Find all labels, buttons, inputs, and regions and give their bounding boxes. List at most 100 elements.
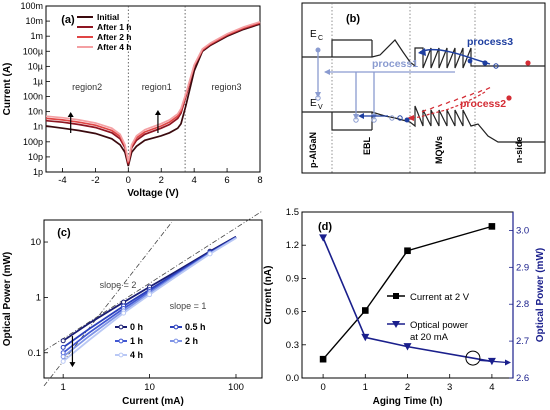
process2-dash <box>461 95 467 99</box>
region-label: region2 <box>72 82 102 92</box>
process2-dash <box>445 101 451 105</box>
process2-arrowhead <box>358 113 364 119</box>
x-tick-label: 2 <box>159 175 164 186</box>
x-tick-label: 0 <box>126 175 131 186</box>
y-left-tick-label: 1.2 <box>286 240 299 251</box>
process2-label: process2 <box>460 98 506 110</box>
process1-label: process1 <box>372 58 418 70</box>
process1-arrowhead <box>353 114 377 120</box>
y-axis-label: Current (A) <box>2 63 13 116</box>
series-line-current <box>322 225 493 360</box>
data-point <box>121 310 127 316</box>
series-line-after-2-h <box>45 21 261 164</box>
data-point-triangle <box>319 234 328 242</box>
legend-label: After 4 h <box>97 42 131 52</box>
y-tick-label: 1µ <box>33 76 43 86</box>
axis-pointer-arrowhead <box>505 359 511 366</box>
data-point <box>60 338 66 344</box>
trend-arrow-head <box>69 362 76 368</box>
legend-label: 4 h <box>130 350 143 360</box>
process1-path <box>355 72 375 118</box>
region-label: p-AlGaN <box>308 132 318 168</box>
panel-d-aging-time: 0 1 2 3 4 0.0 0.3 0.6 0.9 1.2 1.5 2.6 2.7 2.8 2.9 3.0 Ag… <box>263 207 546 407</box>
x-tick-label: 2 <box>405 382 410 393</box>
data-point-square <box>362 307 369 314</box>
process2-dash <box>421 109 427 113</box>
y-tick-label: 10µ <box>28 61 43 71</box>
panel-a-frame <box>45 5 261 173</box>
legend-label: at 20 mA <box>410 332 449 343</box>
ebl-conduction-edge <box>331 39 372 57</box>
x-tick-label: -4 <box>58 175 66 186</box>
y-right-tick-label: 2.7 <box>516 336 529 347</box>
y-tick-label: 100µ <box>23 46 43 56</box>
series-line-after-4-h <box>45 20 261 162</box>
series-line-initial <box>45 23 261 167</box>
x-tick-label: 0 <box>320 382 325 393</box>
y-left-tick-label: 0.3 <box>286 340 299 351</box>
slope-annotation: slope = 2 <box>100 280 137 290</box>
legend-marker <box>173 338 179 344</box>
legend-label: 2 h <box>185 336 198 346</box>
region-label: MQWs <box>434 136 444 164</box>
data-point <box>60 350 66 356</box>
panel-b-frame <box>301 2 546 174</box>
region-label: region1 <box>142 82 172 92</box>
y-tick-label: 1n <box>33 122 43 132</box>
y-right-tick-label: 2.9 <box>516 262 529 273</box>
x-tick-label: 4 <box>192 175 197 186</box>
data-point-square <box>488 223 496 230</box>
y-right-tick-label: 2.8 <box>516 299 529 310</box>
x-tick-label: 1 <box>61 382 66 393</box>
x-axis-label: Voltage (V) <box>127 188 178 199</box>
y-left-axis-label: Current (nA) <box>263 266 274 325</box>
series-line-4-h <box>62 237 237 362</box>
y-tick-label: 10 <box>30 237 41 248</box>
x-tick-label: 1 <box>363 382 368 393</box>
hole-circle <box>397 115 403 121</box>
x-tick-label: -2 <box>91 175 99 186</box>
legend-label: Current at 2 V <box>410 292 470 303</box>
slope-annotation: slope = 1 <box>170 301 207 311</box>
region-label: EBL <box>362 136 372 155</box>
ec-label: E <box>310 29 317 40</box>
y-axis-label: Optical Power (mW) <box>2 252 13 346</box>
y-left-tick-label: 0.6 <box>286 307 299 318</box>
legend-label: 0 h <box>130 322 143 332</box>
legend-marker <box>118 338 124 344</box>
data-point-triangle <box>403 343 412 351</box>
highlight-circle <box>465 350 481 366</box>
process3-label: process3 <box>467 36 513 48</box>
process2-dash <box>477 89 483 93</box>
x-tick-label: 100 <box>228 382 244 393</box>
data-point-triangle <box>361 333 370 342</box>
process2-dash <box>485 87 491 91</box>
y-tick-label: 100n <box>23 92 43 102</box>
panel-d-frame <box>301 211 514 379</box>
trend-arrow-head <box>67 112 74 117</box>
electron-dot <box>315 47 321 53</box>
legend-label: Initial <box>97 12 119 22</box>
x-tick-label: 10 <box>144 382 155 393</box>
y-right-tick-label: 3.0 <box>516 225 529 236</box>
legend-marker <box>118 324 124 330</box>
hole-circle <box>389 115 395 121</box>
legend-label: After 2 h <box>97 32 131 42</box>
y-right-axis-label: Optical Power (mW) <box>535 248 546 342</box>
data-point-square <box>404 247 411 255</box>
legend-marker <box>392 321 400 328</box>
x-tick-label: 4 <box>489 382 494 393</box>
ebl-valence-edge <box>331 112 372 131</box>
panel-label: (b) <box>346 13 360 25</box>
hole-circle <box>493 63 499 69</box>
legend-label: Optical power <box>410 320 468 331</box>
hole-circle <box>315 95 321 101</box>
legend-label: 1 h <box>130 336 143 346</box>
x-tick-label: 3 <box>447 382 452 393</box>
panel-a-iv-curves: -4 -2 0 2 4 6 8 1p 10p 100p 1n 10n 100n 1µ 10µ 100µ 1m 10… <box>2 1 263 199</box>
axis-pointer-arrow <box>479 359 508 364</box>
process2-dash <box>469 92 475 96</box>
legend-label: 0.5 h <box>185 322 206 332</box>
electron-dot <box>482 60 488 66</box>
